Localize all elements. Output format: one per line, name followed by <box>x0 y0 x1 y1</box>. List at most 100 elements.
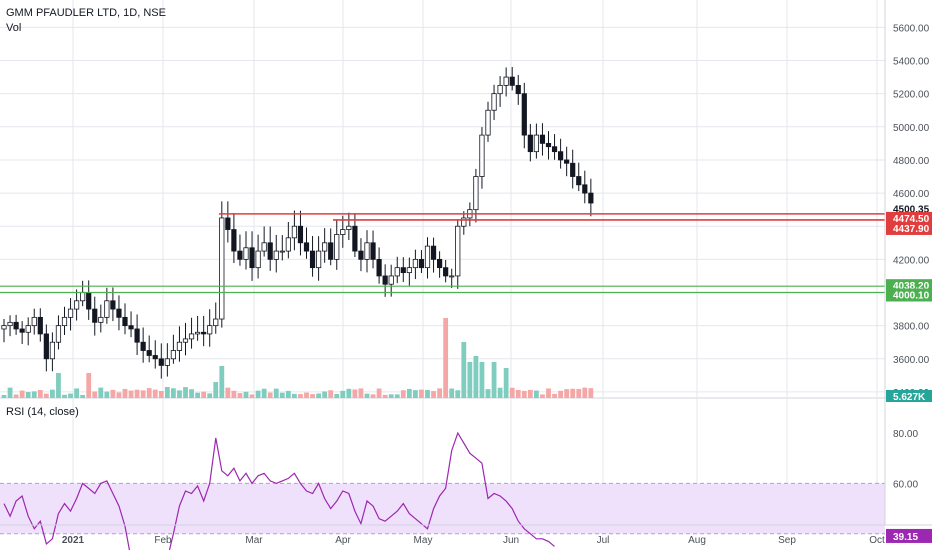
time-tick-label: Aug <box>688 535 706 546</box>
volume-bar <box>491 362 497 398</box>
candle-body <box>1 325 7 330</box>
rsi-label: RSI (14, close) <box>6 406 79 418</box>
candle-body <box>92 308 98 323</box>
volume-bar <box>219 366 225 398</box>
volume-bar <box>122 388 128 398</box>
candle-body <box>219 217 225 320</box>
volume-bar <box>171 388 176 398</box>
candle-body <box>418 258 425 269</box>
volume-bar <box>201 391 207 398</box>
price-label-box <box>886 211 932 225</box>
candle-body <box>455 225 461 277</box>
candlesticks <box>1 67 594 379</box>
candle-body <box>491 93 497 111</box>
price-label-box <box>886 221 932 235</box>
volume-bar <box>382 394 388 398</box>
candle-body <box>80 292 86 302</box>
candle-body <box>521 93 527 136</box>
volume-bar <box>298 394 303 398</box>
volume-bar <box>394 394 400 398</box>
price-label-text: 4500.35 <box>893 205 930 216</box>
level-lines <box>0 213 885 294</box>
candle-body <box>110 300 116 310</box>
volume-bar <box>406 388 412 398</box>
chart-title: GMM PFAUDLER LTD, 1D, NSE <box>6 7 166 19</box>
volume-bar <box>140 390 146 398</box>
rsi-panel <box>0 431 885 555</box>
volume-bar <box>527 389 533 398</box>
rsi-tick-label: 60.00 <box>893 479 918 490</box>
candle-body <box>86 292 92 310</box>
candle-body <box>503 76 509 86</box>
candle-body <box>255 250 261 269</box>
candle-body <box>231 229 237 252</box>
volume-bar <box>425 389 430 398</box>
volume-bar <box>68 393 73 398</box>
price-tick-label: 5000.00 <box>893 123 930 134</box>
candle-body <box>194 331 201 335</box>
candle-body <box>249 247 255 269</box>
candle-body <box>61 316 68 327</box>
candle-body <box>388 275 394 285</box>
time-tick-label: Feb <box>154 535 172 546</box>
price-label-text: 4038.20 <box>893 281 930 292</box>
candle-body <box>576 176 582 186</box>
volume-bar <box>388 394 394 398</box>
volume-bar <box>346 388 352 398</box>
volume-bar <box>576 388 582 398</box>
volume-bar <box>352 389 358 398</box>
price-axis[interactable]: 3400.003600.003800.004000.004200.004400.… <box>884 0 932 543</box>
candle-body <box>207 325 213 335</box>
candle-body <box>74 300 80 310</box>
volume-bar <box>285 390 291 398</box>
volume-bar <box>189 389 194 398</box>
candle-body <box>116 308 122 318</box>
volume-bar <box>546 388 551 398</box>
volume-bar <box>116 392 122 398</box>
candle-body <box>55 325 62 343</box>
time-tick-label: Sep <box>778 535 796 546</box>
time-tick-label: Mar <box>245 535 263 546</box>
price-label-box <box>886 288 932 302</box>
candle-body <box>67 308 74 318</box>
candle-body <box>424 245 431 269</box>
volume-bar <box>419 389 424 398</box>
volume-bar <box>25 392 31 398</box>
volume-bar <box>540 394 545 398</box>
candle-body <box>406 267 412 274</box>
price-tick-label: 5600.00 <box>893 23 930 34</box>
candle-body <box>364 242 370 260</box>
volume-bar <box>304 392 309 398</box>
volume-bar <box>467 362 473 398</box>
candle-body <box>140 341 146 351</box>
candle-body <box>315 250 322 269</box>
candle-body <box>164 358 170 366</box>
volume-bar <box>37 389 43 398</box>
volume-bar <box>521 390 527 398</box>
candle-body <box>582 184 588 194</box>
volume-bar <box>158 390 164 398</box>
volume-bar <box>152 389 158 398</box>
candle-body <box>279 250 285 253</box>
volume-bar <box>443 318 449 398</box>
volume-bar <box>110 389 116 398</box>
volume-bar <box>261 388 267 398</box>
volume-bar <box>225 387 231 398</box>
volume-label-text: 5.627K <box>893 392 926 403</box>
volume-bar <box>588 388 594 398</box>
candle-body <box>43 333 49 360</box>
volume-bar <box>534 390 539 398</box>
volume-bar <box>134 389 140 398</box>
candle-body <box>19 328 25 333</box>
volume-bar <box>328 390 334 398</box>
volume-bar <box>249 394 255 398</box>
candle-body <box>303 242 310 252</box>
time-axis[interactable]: 2021 Feb Mar Apr May Jun Jul Aug Sep Oct <box>0 524 932 546</box>
candle-body <box>158 358 164 366</box>
volume-bar <box>243 391 249 398</box>
volume-bar <box>279 392 285 398</box>
volume-bar <box>31 391 37 398</box>
volume-bar <box>515 390 521 398</box>
